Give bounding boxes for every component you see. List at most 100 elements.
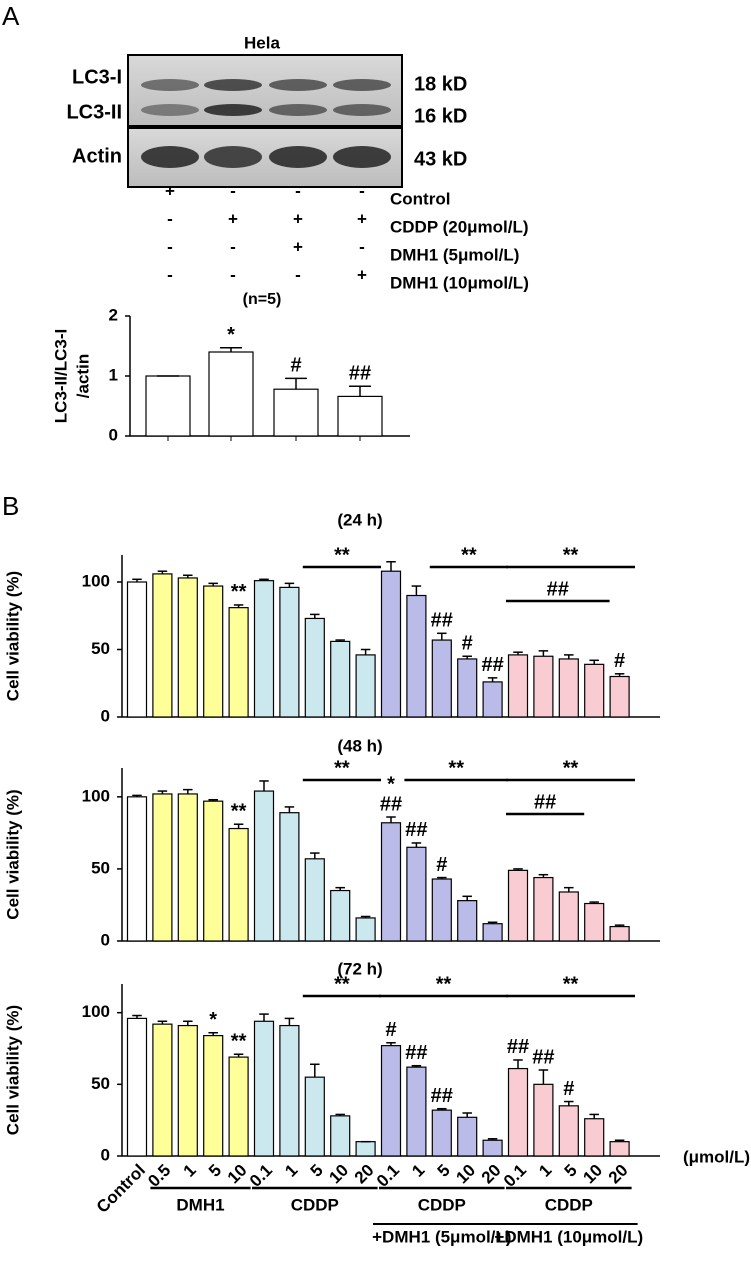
treatment-sign: - [359, 181, 365, 200]
bar [273, 388, 319, 437]
bar [279, 812, 300, 942]
x-tick-label: 0.1 [246, 1161, 276, 1191]
significance: * [209, 1009, 217, 1031]
treatment-sign: + [293, 209, 303, 228]
significance: ## [532, 1046, 554, 1068]
panel-label: A [2, 1, 20, 31]
significance: ** [231, 1031, 247, 1053]
significance: ** [334, 544, 350, 566]
significance: # [436, 854, 447, 876]
y-axis-label: Cell viability (%) [3, 1005, 22, 1135]
x-unit: (μmol/L) [683, 1147, 750, 1166]
blot-band [204, 146, 262, 168]
x-tick-label: 10 [452, 1161, 479, 1188]
x-tick-label: 1 [281, 1161, 301, 1181]
significance: * [227, 324, 235, 346]
y-axis-label: LC3-II/LC3-I [51, 329, 70, 423]
chart-title: (48 h) [337, 736, 382, 755]
significance: ** [448, 757, 464, 779]
significance: ## [431, 1085, 453, 1107]
y-tick-label: 0 [101, 706, 110, 725]
group-label: DMH1 [176, 1195, 224, 1214]
bar [203, 1034, 224, 1157]
significance: ## [349, 362, 371, 384]
group-label: CDDP [291, 1195, 339, 1214]
bar [482, 1139, 503, 1157]
bar [126, 1017, 148, 1157]
bar [558, 658, 579, 718]
significance: ** [563, 757, 579, 779]
blot-row-label: Actin [72, 145, 122, 167]
significance: ** [231, 801, 247, 823]
treatment-sign: + [228, 209, 238, 228]
y-axis-label: Cell viability (%) [3, 571, 22, 701]
bar [406, 1066, 427, 1157]
significance: ## [431, 610, 453, 632]
bar [152, 573, 173, 718]
bar [177, 577, 198, 718]
y-axis-label: /actin [73, 354, 92, 398]
bar [330, 640, 351, 718]
x-tick-label: 0.1 [500, 1161, 530, 1191]
bar [152, 793, 173, 942]
y-tick-label: 0 [101, 1145, 110, 1164]
bar [253, 790, 275, 942]
bar [355, 1141, 376, 1157]
treatment-sign: - [295, 181, 301, 200]
panel-label: B [2, 491, 19, 521]
bar [330, 1115, 351, 1157]
significance: ## [481, 654, 503, 676]
bar [431, 878, 452, 942]
bar [609, 1141, 630, 1157]
significance: # [614, 650, 625, 672]
blot-band [269, 79, 327, 91]
x-tick-label: 10 [579, 1161, 606, 1188]
significance: ## [380, 793, 402, 815]
y-tick-label: 100 [82, 1002, 110, 1021]
bar [337, 395, 383, 437]
treatment-sign: - [167, 209, 173, 228]
treatment-sign: + [357, 265, 367, 284]
blot-band [269, 104, 327, 116]
y-tick-label: 50 [91, 639, 110, 658]
bar [457, 900, 478, 942]
significance: # [290, 355, 301, 377]
bar [609, 675, 630, 718]
group-sublabel: +DMH1 (5μmol/L) [372, 1227, 511, 1246]
bar [406, 846, 427, 942]
blot-band [204, 79, 262, 91]
band-size: 43 kD [414, 148, 467, 170]
y-tick-label: 50 [91, 858, 110, 877]
x-tick-label: 0.1 [373, 1161, 403, 1191]
treatment-sign: + [357, 209, 367, 228]
bar [380, 570, 402, 718]
bar [584, 902, 605, 942]
bar [203, 585, 224, 718]
treatment-name: Control [390, 189, 450, 208]
x-tick-label: 10 [325, 1161, 352, 1188]
significance: ** [334, 973, 350, 995]
group-label: CDDP [545, 1195, 593, 1214]
bar [228, 827, 249, 942]
bar [279, 1024, 300, 1157]
bar [228, 607, 249, 718]
treatment-sign: - [230, 237, 236, 256]
y-tick-label: 0 [101, 930, 110, 949]
x-tick-label: Control [93, 1161, 149, 1217]
significance: ** [334, 757, 350, 779]
bar [457, 658, 478, 718]
y-tick-label: 100 [82, 571, 110, 590]
significance: ## [547, 578, 569, 600]
bar [533, 655, 554, 718]
bar [208, 351, 254, 437]
significance: # [563, 1078, 574, 1100]
x-tick-label: 10 [224, 1161, 251, 1188]
treatment-sign: - [359, 237, 365, 256]
band-size: 18 kD [414, 73, 467, 95]
y-tick-label: 50 [91, 1074, 110, 1093]
y-tick-label: 1 [109, 365, 118, 384]
group-sublabel: +DMH1 (10μmol/L) [494, 1227, 643, 1246]
chart-title: (72 h) [337, 959, 382, 978]
blot-band [204, 104, 262, 116]
